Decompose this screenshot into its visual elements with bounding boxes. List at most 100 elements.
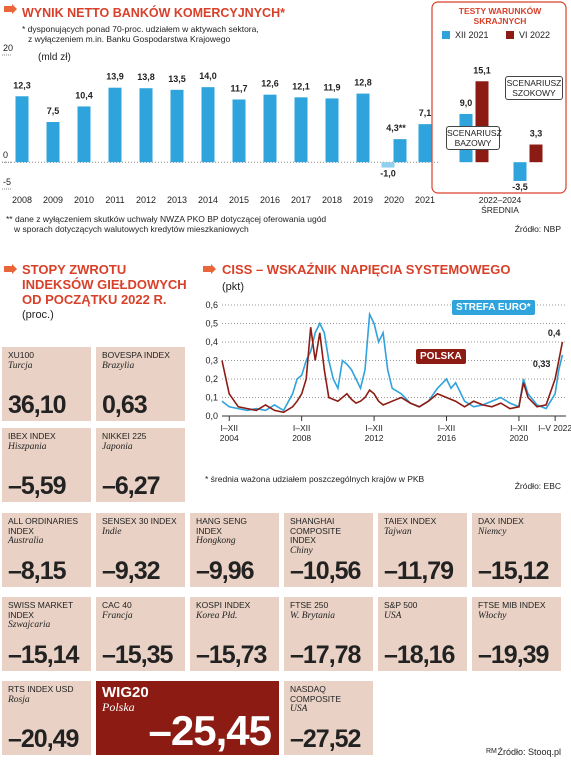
section-icon <box>4 4 17 14</box>
bar <box>325 98 339 163</box>
value-label: 15,1 <box>473 65 491 75</box>
index-value: –5,59 <box>8 472 67 500</box>
index-country: Szwajcaria <box>8 620 51 630</box>
value-label: -3,5 <box>512 182 528 192</box>
value-label: 0,4 <box>548 328 561 338</box>
value-label: 7,5 <box>47 106 60 116</box>
x-tick-label: I–V 2022 <box>538 423 571 433</box>
index-value: –9,32 <box>102 557 161 585</box>
index-value: 0,63 <box>102 391 148 419</box>
index-tile: ALL ORDINARIES INDEX Australia –8,15 <box>2 513 91 587</box>
chart-title: WYNIK NETTO BANKÓW KOMERCYJNYCH* <box>22 6 285 20</box>
index-country: Hongkong <box>196 536 236 546</box>
index-country: USA <box>384 610 402 621</box>
index-tile: WIG20 Polska –25,45 <box>96 681 279 755</box>
index-value: –9,96 <box>196 557 255 585</box>
index-value: –8,15 <box>8 557 67 585</box>
index-value: –15,12 <box>478 557 549 585</box>
x-tick-label: I–XII 2016 <box>437 423 456 443</box>
legend-label: STREFA EURO* <box>452 300 535 315</box>
index-name: ALL ORDINARIES INDEX <box>8 516 79 536</box>
index-name: XU100 <box>8 350 34 360</box>
index-value: –15,35 <box>102 641 173 669</box>
index-tile: FTSE 250 W. Brytania –17,78 <box>284 597 373 671</box>
index-country: Korea Płd. <box>196 610 238 621</box>
index-value: –18,16 <box>384 641 455 669</box>
x-tick-label: 2010 <box>74 195 94 205</box>
index-tile: NASDAQ COMPOSITE USA –27,52 <box>284 681 373 755</box>
value-label: 14,0 <box>199 71 217 81</box>
source: Źródło: NBP <box>514 224 561 234</box>
index-country: Niemcy <box>478 526 507 537</box>
x-tick-label: 2019 <box>353 195 373 205</box>
index-name: IBEX INDEX <box>8 431 56 441</box>
index-country: Polska <box>102 700 135 714</box>
index-name: WIG20 <box>102 684 149 701</box>
section-icon <box>4 264 17 274</box>
value-label: 12,8 <box>354 78 372 88</box>
x-tick-label: 2020 <box>384 195 404 205</box>
bar <box>15 96 29 163</box>
y-tick-label: 0,2 <box>205 374 218 384</box>
index-name: FTSE 250 <box>290 600 329 610</box>
index-value: –15,14 <box>8 641 79 669</box>
x-tick-label: I–XII 2012 <box>364 423 384 443</box>
x-tick-label: I–XII 2008 <box>292 423 312 443</box>
index-tile: CAC 40 Francja –15,35 <box>96 597 185 671</box>
index-value: –17,78 <box>290 641 361 669</box>
index-country: Hiszpania <box>8 441 47 452</box>
index-country: Turcja <box>8 360 33 371</box>
line <box>221 311 564 412</box>
title-line: OD POCZĄTKU 2022 R. <box>22 292 167 307</box>
index-tile: SENSEX 30 INDEX Indie –9,32 <box>96 513 185 587</box>
line <box>221 327 564 414</box>
index-value: –25,45 <box>148 707 272 754</box>
index-value: –6,27 <box>102 472 161 500</box>
index-name: NIKKEI 225 <box>102 431 147 441</box>
source: Źródło: EBC <box>514 481 561 491</box>
x-tick-label: I–XII 2020 <box>509 423 529 443</box>
value-label: 12,1 <box>292 81 310 91</box>
index-country: Tajwan <box>384 526 412 537</box>
index-name: FTSE MIB INDEX <box>478 600 546 610</box>
bar <box>232 99 246 163</box>
index-country: Brazylia <box>102 360 135 371</box>
x-tick-label: 2008 <box>12 195 32 205</box>
bar <box>201 87 215 163</box>
value-label: 12,6 <box>261 79 279 89</box>
y-tick-label: 0,1 <box>205 393 218 403</box>
bar <box>108 87 122 163</box>
x-tick-label: 2013 <box>167 195 187 205</box>
footnote: ** dane z wyłączeniem skutków uchwały NW… <box>6 214 327 224</box>
x-tick-label: 2021 <box>415 195 435 205</box>
value-label: 0,33 <box>533 359 551 369</box>
bar <box>418 124 432 163</box>
x-tick-label: 2017 <box>291 195 311 205</box>
index-country: USA <box>290 704 308 714</box>
index-tile: BOVESPA INDEX Brazylia 0,63 <box>96 347 185 421</box>
index-value: –20,49 <box>8 725 79 753</box>
y-tick-label: 0 <box>3 150 8 160</box>
section-title: STOPY ZWROTU INDEKSÓW GIEŁDOWYCH OD POCZ… <box>22 262 187 307</box>
index-tile: SHANGHAI COMPOSITE INDEX Chiny –10,56 <box>284 513 373 587</box>
value-label: 13,9 <box>106 72 124 82</box>
y-tick-label: 0,5 <box>205 319 218 329</box>
index-value: –11,79 <box>384 557 454 585</box>
x-tick-label: 2018 <box>322 195 342 205</box>
index-value: 36,10 <box>8 391 67 419</box>
value-label: 13,5 <box>168 74 186 84</box>
index-name: S&P 500 <box>384 600 418 610</box>
value-label: 9,0 <box>460 98 473 108</box>
legend-label: POLSKA <box>416 349 466 364</box>
bar <box>381 162 395 168</box>
index-tile: RTS INDEX USD Rosja –20,49 <box>2 681 91 755</box>
index-value: –15,73 <box>196 641 267 669</box>
value-label: 3,3 <box>530 129 543 139</box>
bar <box>46 122 60 163</box>
bar <box>475 81 489 163</box>
bar <box>529 144 543 163</box>
index-name: DAX INDEX <box>478 516 524 526</box>
value-label: 11,7 <box>230 83 247 93</box>
index-name: SENSEX 30 INDEX <box>102 516 177 526</box>
